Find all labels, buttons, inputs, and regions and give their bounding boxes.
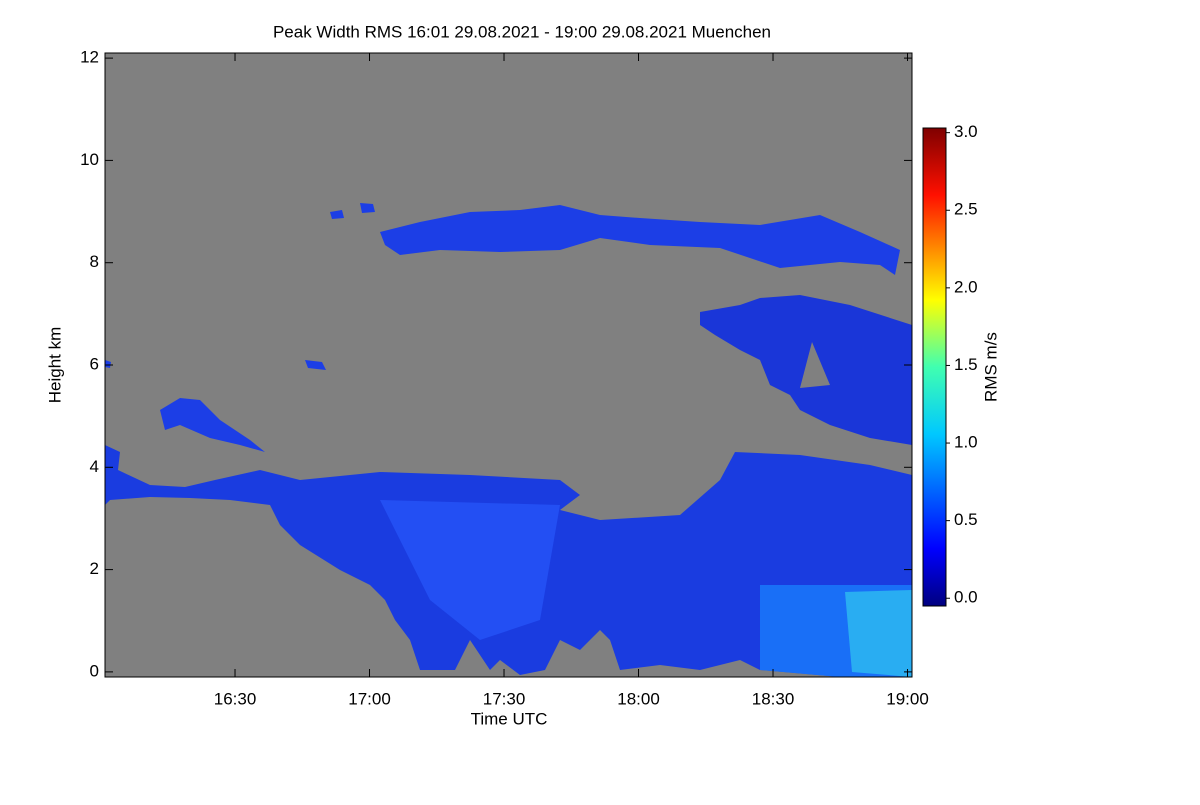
y-tick-label: 6 xyxy=(90,354,99,373)
colorbar-tick-label: 1.0 xyxy=(954,433,978,452)
colorbar-tick-label: 3.0 xyxy=(954,122,978,141)
y-axis-label: Height km xyxy=(45,327,64,404)
x-tick-label: 18:30 xyxy=(752,689,795,708)
y-tick-label: 0 xyxy=(90,661,99,680)
y-tick-label: 8 xyxy=(90,252,99,271)
colorbar-tick-label: 0.0 xyxy=(954,588,978,607)
x-tick-label: 19:00 xyxy=(886,689,929,708)
y-tick-label: 4 xyxy=(90,457,99,476)
y-tick-label: 12 xyxy=(80,48,99,67)
colorbar-label: RMS m/s xyxy=(981,332,1000,402)
colorbar-tick-label: 2.5 xyxy=(954,200,978,219)
y-tick-label: 2 xyxy=(90,559,99,578)
x-axis-label: Time UTC xyxy=(471,709,548,728)
colorbar xyxy=(922,127,947,607)
x-tick-label: 18:00 xyxy=(617,689,660,708)
x-tick-label: 17:30 xyxy=(483,689,526,708)
colorbar-tick-label: 0.5 xyxy=(954,510,978,529)
chart-title: Peak Width RMS 16:01 29.08.2021 - 19:00 … xyxy=(273,22,771,41)
x-tick-label: 16:30 xyxy=(214,689,257,708)
x-tick-label: 17:00 xyxy=(348,689,391,708)
echo-field xyxy=(105,203,912,677)
colorbar-tick-label: 1.5 xyxy=(954,355,978,374)
colorbar-tick-label: 2.0 xyxy=(954,277,978,296)
y-tick-label: 10 xyxy=(80,150,99,169)
